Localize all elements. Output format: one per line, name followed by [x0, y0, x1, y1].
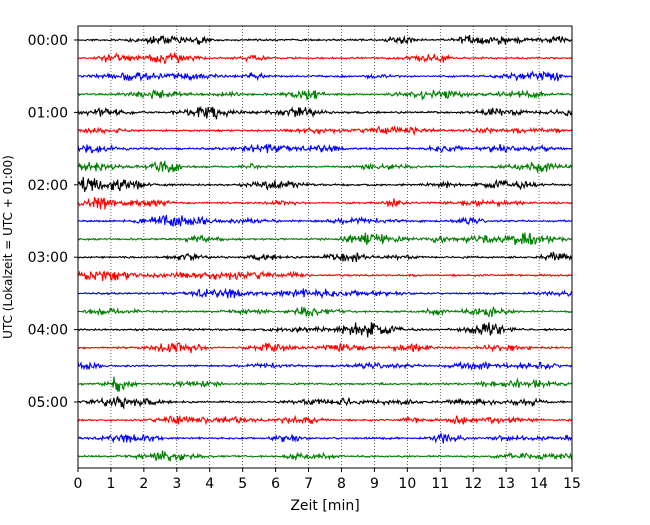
x-tick-label: 5 — [238, 476, 247, 492]
trace-layer — [77, 34, 573, 462]
y-tick-label: 02:00 — [28, 178, 68, 194]
seismogram-trace — [78, 431, 573, 444]
x-tick-label: 14 — [530, 476, 548, 492]
plot-frame — [77, 25, 573, 469]
seismogram-trace — [77, 125, 573, 137]
seismogram-trace — [77, 305, 573, 318]
y-axis-label: UTC (Lokalzeit = UTC + 01:00) — [1, 155, 15, 339]
x-axis-label: Zeit [min] — [290, 498, 359, 514]
y-ticks: 00:00 01:00 02:00 03:00 04:00 05:00 — [28, 33, 78, 411]
seismogram-trace — [77, 450, 573, 462]
x-tick-label: 11 — [431, 476, 449, 492]
seismogram-trace — [77, 322, 573, 338]
x-tick-label: 2 — [139, 476, 148, 492]
x-tick-label: 8 — [337, 476, 346, 492]
seismogram-trace — [77, 105, 573, 120]
seismogram-trace — [77, 342, 573, 354]
x-tick-label: 15 — [563, 476, 581, 492]
seismogram-trace — [77, 176, 573, 192]
seismogram-trace — [77, 232, 573, 246]
x-tick-label: 3 — [172, 476, 181, 492]
x-tick-label: 12 — [464, 476, 482, 492]
x-ticks: 0 1 2 3 4 5 6 7 8 9 10 11 12 13 14 15 — [74, 468, 581, 492]
seismogram-trace — [77, 143, 573, 154]
seismogram-trace — [77, 160, 573, 174]
seismogram-trace — [77, 376, 573, 392]
y-tick-label: 00:00 — [28, 33, 68, 49]
seismogram-trace — [77, 70, 573, 82]
seismogram-trace — [77, 34, 573, 46]
x-tick-label: 9 — [370, 476, 379, 492]
seismogram-trace — [77, 360, 573, 371]
x-tick-label: 4 — [205, 476, 214, 492]
seismogram-trace — [77, 251, 573, 263]
seismogram-trace — [77, 287, 573, 300]
seismogram-trace — [77, 89, 573, 102]
x-tick-label: 1 — [106, 476, 115, 492]
y-tick-label: 03:00 — [28, 250, 68, 266]
x-tick-label: 6 — [271, 476, 280, 492]
seismogram-trace — [78, 197, 572, 210]
seismogram-trace — [77, 414, 573, 426]
seismogram-trace — [77, 52, 573, 65]
x-tick-label: 0 — [74, 476, 83, 492]
seismogram-trace — [77, 396, 573, 410]
y-tick-label: 01:00 — [28, 105, 68, 121]
y-tick-label: 05:00 — [28, 395, 68, 411]
x-tick-label: 13 — [497, 476, 515, 492]
seismogram-trace — [77, 270, 573, 282]
seismogram-trace — [77, 214, 573, 228]
x-tick-label: 10 — [398, 476, 416, 492]
y-tick-label: 04:00 — [28, 323, 68, 339]
x-tick-label: 7 — [304, 476, 313, 492]
